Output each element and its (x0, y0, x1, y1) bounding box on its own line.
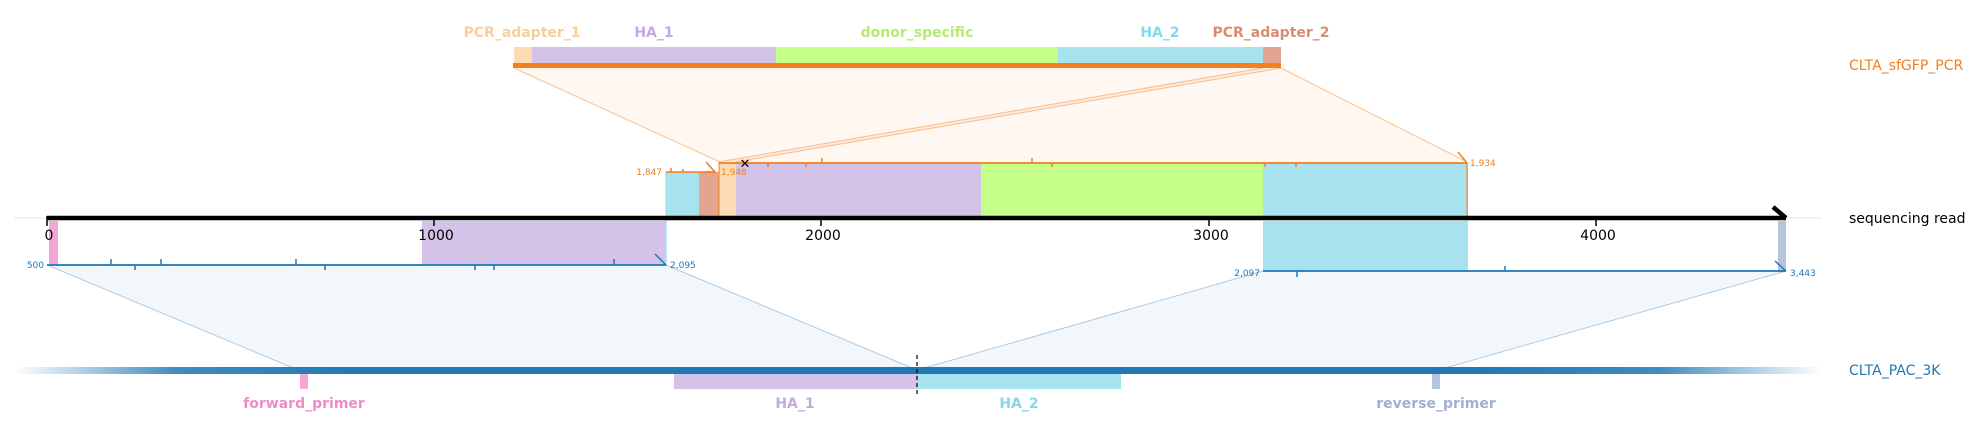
track-label-middle: sequencing read (1849, 211, 1965, 227)
bottom-reference-bar (14, 367, 1822, 374)
coord-right-start: 2,097 (1234, 269, 1260, 279)
read-end-arrow (1771, 205, 1788, 220)
top-alignment-blocks: ✕ 1,847 1,948 1,934 (636, 151, 1496, 218)
aligned-pcr-adapter-2 (699, 172, 719, 218)
axis-tick-4000: 4000 (1580, 228, 1616, 244)
aligned-donor-specific (981, 163, 1263, 218)
pcr-adapter-2-segment (1263, 47, 1281, 63)
aligned-ha-1 (736, 163, 981, 218)
bottom-reference-track: forward_primer HA_1 HA_2 reverse_primer … (14, 355, 1941, 412)
coord-top-right-end: 1,934 (1470, 159, 1496, 169)
label-forward-primer: forward_primer (243, 396, 365, 412)
label-ha-2-top: HA_2 (1140, 25, 1179, 41)
axis-tick-2000: 2000 (805, 228, 841, 244)
aligned-ha-2-small (666, 172, 699, 218)
label-pcr-adapter-2: PCR_adapter_2 (1212, 25, 1329, 41)
aligned-pcr-adapter-1 (719, 163, 736, 218)
track-label-top: CLTA_sfGFP_PCR (1849, 58, 1963, 74)
axis-tick-3000: 3000 (1193, 228, 1229, 244)
label-donor-specific: donor_specific (861, 25, 974, 41)
label-ha-2-bottom: HA_2 (999, 396, 1038, 412)
label-ha-1-top: HA_1 (634, 25, 673, 41)
marker-x: ✕ (740, 157, 751, 172)
bottom-alignment-lines: 500 2,095 2,097 3,443 (27, 253, 1816, 279)
axis-tick-1000: 1000 (418, 228, 454, 244)
axis-tick-0: 0 (45, 228, 54, 244)
forward-primer-segment (300, 374, 308, 389)
pcr-adapter-1-segment (514, 47, 532, 63)
top-alignment-projection (513, 67, 1468, 163)
label-pcr-adapter-1: PCR_adapter_1 (463, 25, 580, 41)
coord-top-mid: 1,948 (721, 168, 747, 178)
ha-2-bottom-segment (918, 374, 1121, 389)
reverse-primer-segment (1432, 374, 1440, 389)
coord-top-left-start: 1,847 (636, 168, 662, 178)
read-reverse-primer-block (1778, 221, 1786, 271)
label-reverse-primer: reverse_primer (1376, 396, 1496, 412)
bottom-alignment-projection (46, 264, 1787, 371)
sequencing-read-track: 0 1000 2000 3000 4000 sequencing read (14, 205, 1965, 271)
aligned-ha-2-large (1263, 163, 1468, 218)
track-label-bottom: CLTA_PAC_3K (1849, 363, 1941, 379)
label-ha-1-bottom: HA_1 (775, 396, 814, 412)
ha-1-segment (532, 47, 776, 63)
ha-2-segment (1058, 47, 1263, 63)
read-ha-1-block (422, 221, 666, 265)
read-forward-primer-block (49, 221, 58, 265)
top-reference-track: PCR_adapter_1 HA_1 donor_specific HA_2 P… (463, 25, 1963, 74)
read-ha-2-block (1263, 221, 1468, 271)
coord-right-end: 3,443 (1790, 269, 1816, 279)
donor-specific-segment (776, 47, 1058, 63)
ha-1-bottom-segment (674, 374, 918, 389)
coord-left-start: 500 (27, 261, 44, 271)
coord-left-end: 2,095 (670, 261, 696, 271)
top-reference-bar (513, 63, 1281, 68)
